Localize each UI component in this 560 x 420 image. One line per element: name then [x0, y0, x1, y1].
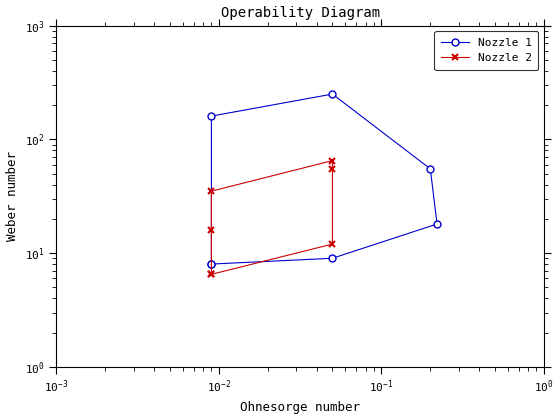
- Nozzle 2: [208, 272, 214, 277]
- Nozzle 1: [208, 262, 214, 267]
- Nozzle 2: [329, 241, 336, 247]
- Nozzle 1: [433, 221, 440, 226]
- Nozzle 2: [208, 227, 214, 232]
- Nozzle 2: [329, 166, 336, 171]
- Nozzle 1: [329, 256, 336, 261]
- Nozzle 1: [208, 113, 214, 118]
- Title: Operability Diagram: Operability Diagram: [221, 6, 380, 20]
- Line: Nozzle 1: Nozzle 1: [208, 91, 441, 268]
- Y-axis label: Weber number: Weber number: [6, 151, 19, 241]
- Nozzle 2: [329, 158, 336, 163]
- X-axis label: Ohnesorge number: Ohnesorge number: [240, 401, 360, 414]
- Nozzle 2: [208, 189, 214, 194]
- Nozzle 1: [329, 92, 336, 97]
- Nozzle 1: [427, 166, 433, 171]
- Line: Nozzle 2: Nozzle 2: [208, 157, 336, 278]
- Nozzle 1: [208, 262, 214, 267]
- Nozzle 2: [208, 272, 214, 277]
- Legend: Nozzle 1, Nozzle 2: Nozzle 1, Nozzle 2: [435, 31, 538, 70]
